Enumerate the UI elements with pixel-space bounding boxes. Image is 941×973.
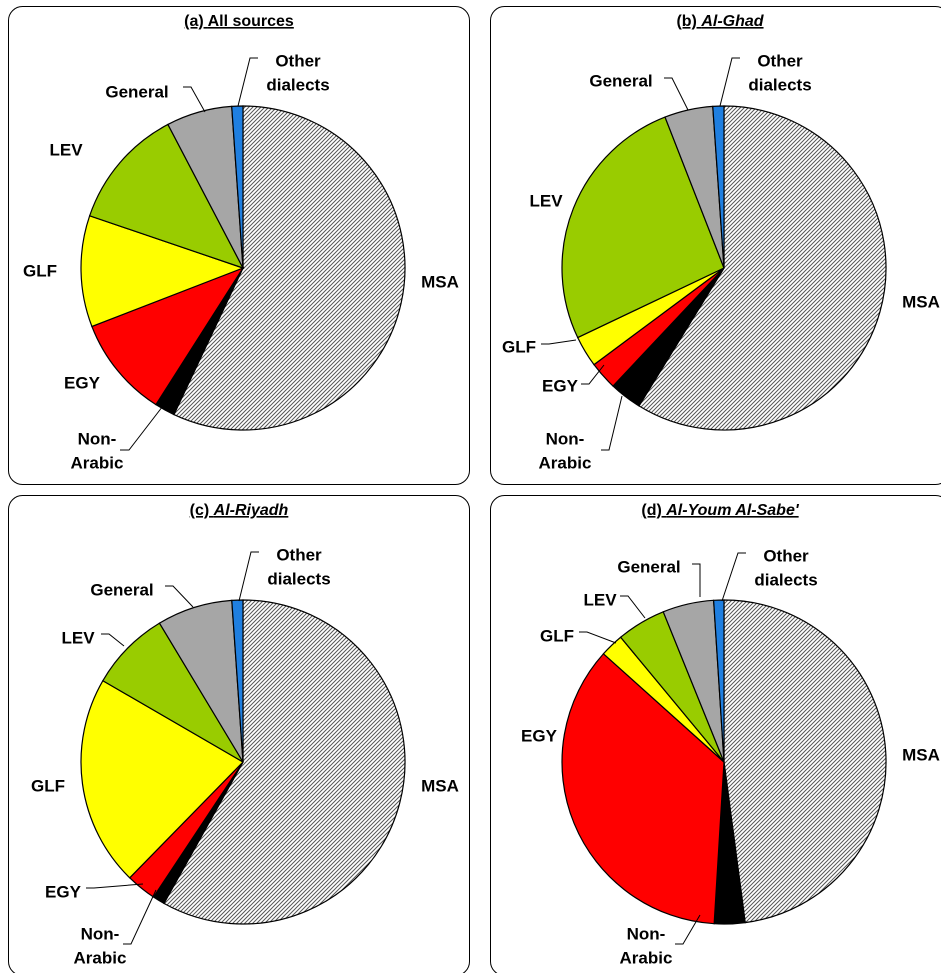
slice-label-non-arabic: Arabic <box>74 948 127 967</box>
pie-slice-other-dialects <box>712 105 725 269</box>
slice-label-glf: GLF <box>502 337 536 356</box>
slice-label-msa: MSA <box>902 292 940 311</box>
slice-label-msa: MSA <box>902 745 940 764</box>
leader-line-other-dialects <box>719 57 740 107</box>
pie-slice-egy <box>91 266 245 406</box>
leader-line-general <box>183 86 206 113</box>
chart-title: (a) All sources <box>184 13 294 30</box>
pie-slice-other-dialects <box>231 599 244 763</box>
slice-label-lev: LEV <box>583 590 617 609</box>
pie-slice-msa <box>173 105 406 431</box>
chart-panel-c: (c) Al-Riyadh MSA Non- Arabic EGY GLF LEV Gener… <box>8 495 470 973</box>
leader-line-egy <box>581 364 605 385</box>
slice-label-lev: LEV <box>49 140 83 159</box>
leader-line-glf <box>579 631 617 644</box>
slice-label-lev: LEV <box>61 628 95 647</box>
pie-slice-msa <box>163 599 406 925</box>
pie-slice-glf <box>80 679 244 879</box>
slice-label-egy: EGY <box>521 726 558 745</box>
slice-label-general: General <box>617 557 680 576</box>
chart-title: (c) Al-Riyadh <box>190 502 289 519</box>
slice-label-non-arabic: Arabic <box>620 948 673 967</box>
slice-label-other-dialects: dialects <box>266 75 329 94</box>
leader-line-glf <box>541 339 577 345</box>
slice-label-non-arabic: Arabic <box>539 453 592 472</box>
leader-line-lev <box>101 633 125 647</box>
pie-slice-lev <box>561 116 725 339</box>
leader-line-non-arabic <box>675 914 701 945</box>
slice-label-non-arabic: Non- <box>627 924 666 943</box>
slice-label-other-dialects: dialects <box>267 569 330 588</box>
chart-panel-d: (d) Al-Youm Al-Sabe' MSA Non- Arabic EGY GLF L… <box>490 495 941 973</box>
pie-slice-other-dialects <box>712 599 725 763</box>
slice-label-non-arabic: Non- <box>546 429 585 448</box>
leader-line-general <box>692 563 701 597</box>
slice-label-other-dialects: Other <box>763 546 809 565</box>
chart-title-prefix: (d) <box>641 502 666 519</box>
chart-title-prefix: (b) <box>676 13 701 30</box>
chart-title-main: Al-Ghad <box>700 13 764 30</box>
slice-label-other-dialects: Other <box>275 51 321 70</box>
pie-slice-lev <box>88 123 245 270</box>
pie-slice-egy <box>561 652 725 925</box>
leader-line-general <box>165 585 194 608</box>
slice-label-non-arabic: Arabic <box>71 453 124 472</box>
slice-label-egy: EGY <box>64 373 101 392</box>
leader-line-non-arabic <box>120 401 167 451</box>
slice-label-glf: GLF <box>23 261 57 280</box>
chart-panel-b: (b) Al-Ghad MSA Non- Arabic EGY GLF LEV General… <box>490 6 941 485</box>
slice-label-non-arabic: Non- <box>81 924 120 943</box>
leader-line-other-dialects <box>237 57 258 107</box>
chart-title-main: All sources <box>208 13 294 30</box>
leader-line-other-dialects <box>238 551 259 602</box>
chart-panel-a: (a) All sources MSA Non- Arabic EGY GLF LEV Gen… <box>8 6 470 485</box>
pie-slice-msa <box>638 105 887 431</box>
slice-label-other-dialects: Other <box>757 51 803 70</box>
slice-label-msa: MSA <box>421 272 459 291</box>
slice-label-lev: LEV <box>529 191 563 210</box>
slice-label-glf: GLF <box>540 626 574 645</box>
slice-label-glf: GLF <box>31 776 65 795</box>
slice-label-egy: EGY <box>542 376 579 395</box>
chart-title-prefix: (c) <box>190 502 214 519</box>
leader-line-other-dialects <box>721 552 746 602</box>
slice-label-other-dialects: Other <box>276 545 322 564</box>
slice-label-egy: EGY <box>45 882 82 901</box>
leader-line-general <box>664 77 689 111</box>
chart-title-prefix: (a) <box>184 13 207 30</box>
slice-label-general: General <box>105 82 168 101</box>
chart-title-main: Al-Riyadh <box>213 502 289 519</box>
pie-slice-msa <box>723 599 887 924</box>
slice-label-other-dialects: dialects <box>748 75 811 94</box>
slice-label-msa: MSA <box>421 776 459 795</box>
leader-line-lev <box>620 595 646 619</box>
leader-line-egy <box>86 883 144 889</box>
slice-label-general: General <box>90 580 153 599</box>
slice-label-other-dialects: dialects <box>754 570 817 589</box>
pie-slice-other-dialects <box>231 105 244 269</box>
pie-slice-glf <box>80 215 245 328</box>
leader-line-non-arabic <box>601 395 623 451</box>
slice-label-general: General <box>589 71 652 90</box>
leader-line-non-arabic <box>123 889 157 945</box>
slice-label-non-arabic: Non- <box>78 429 117 448</box>
chart-title: (b) Al-Ghad <box>676 13 764 30</box>
chart-title: (d) Al-Youm Al-Sabe' <box>641 502 799 519</box>
chart-title-main: Al-Youm Al-Sabe' <box>665 502 800 519</box>
